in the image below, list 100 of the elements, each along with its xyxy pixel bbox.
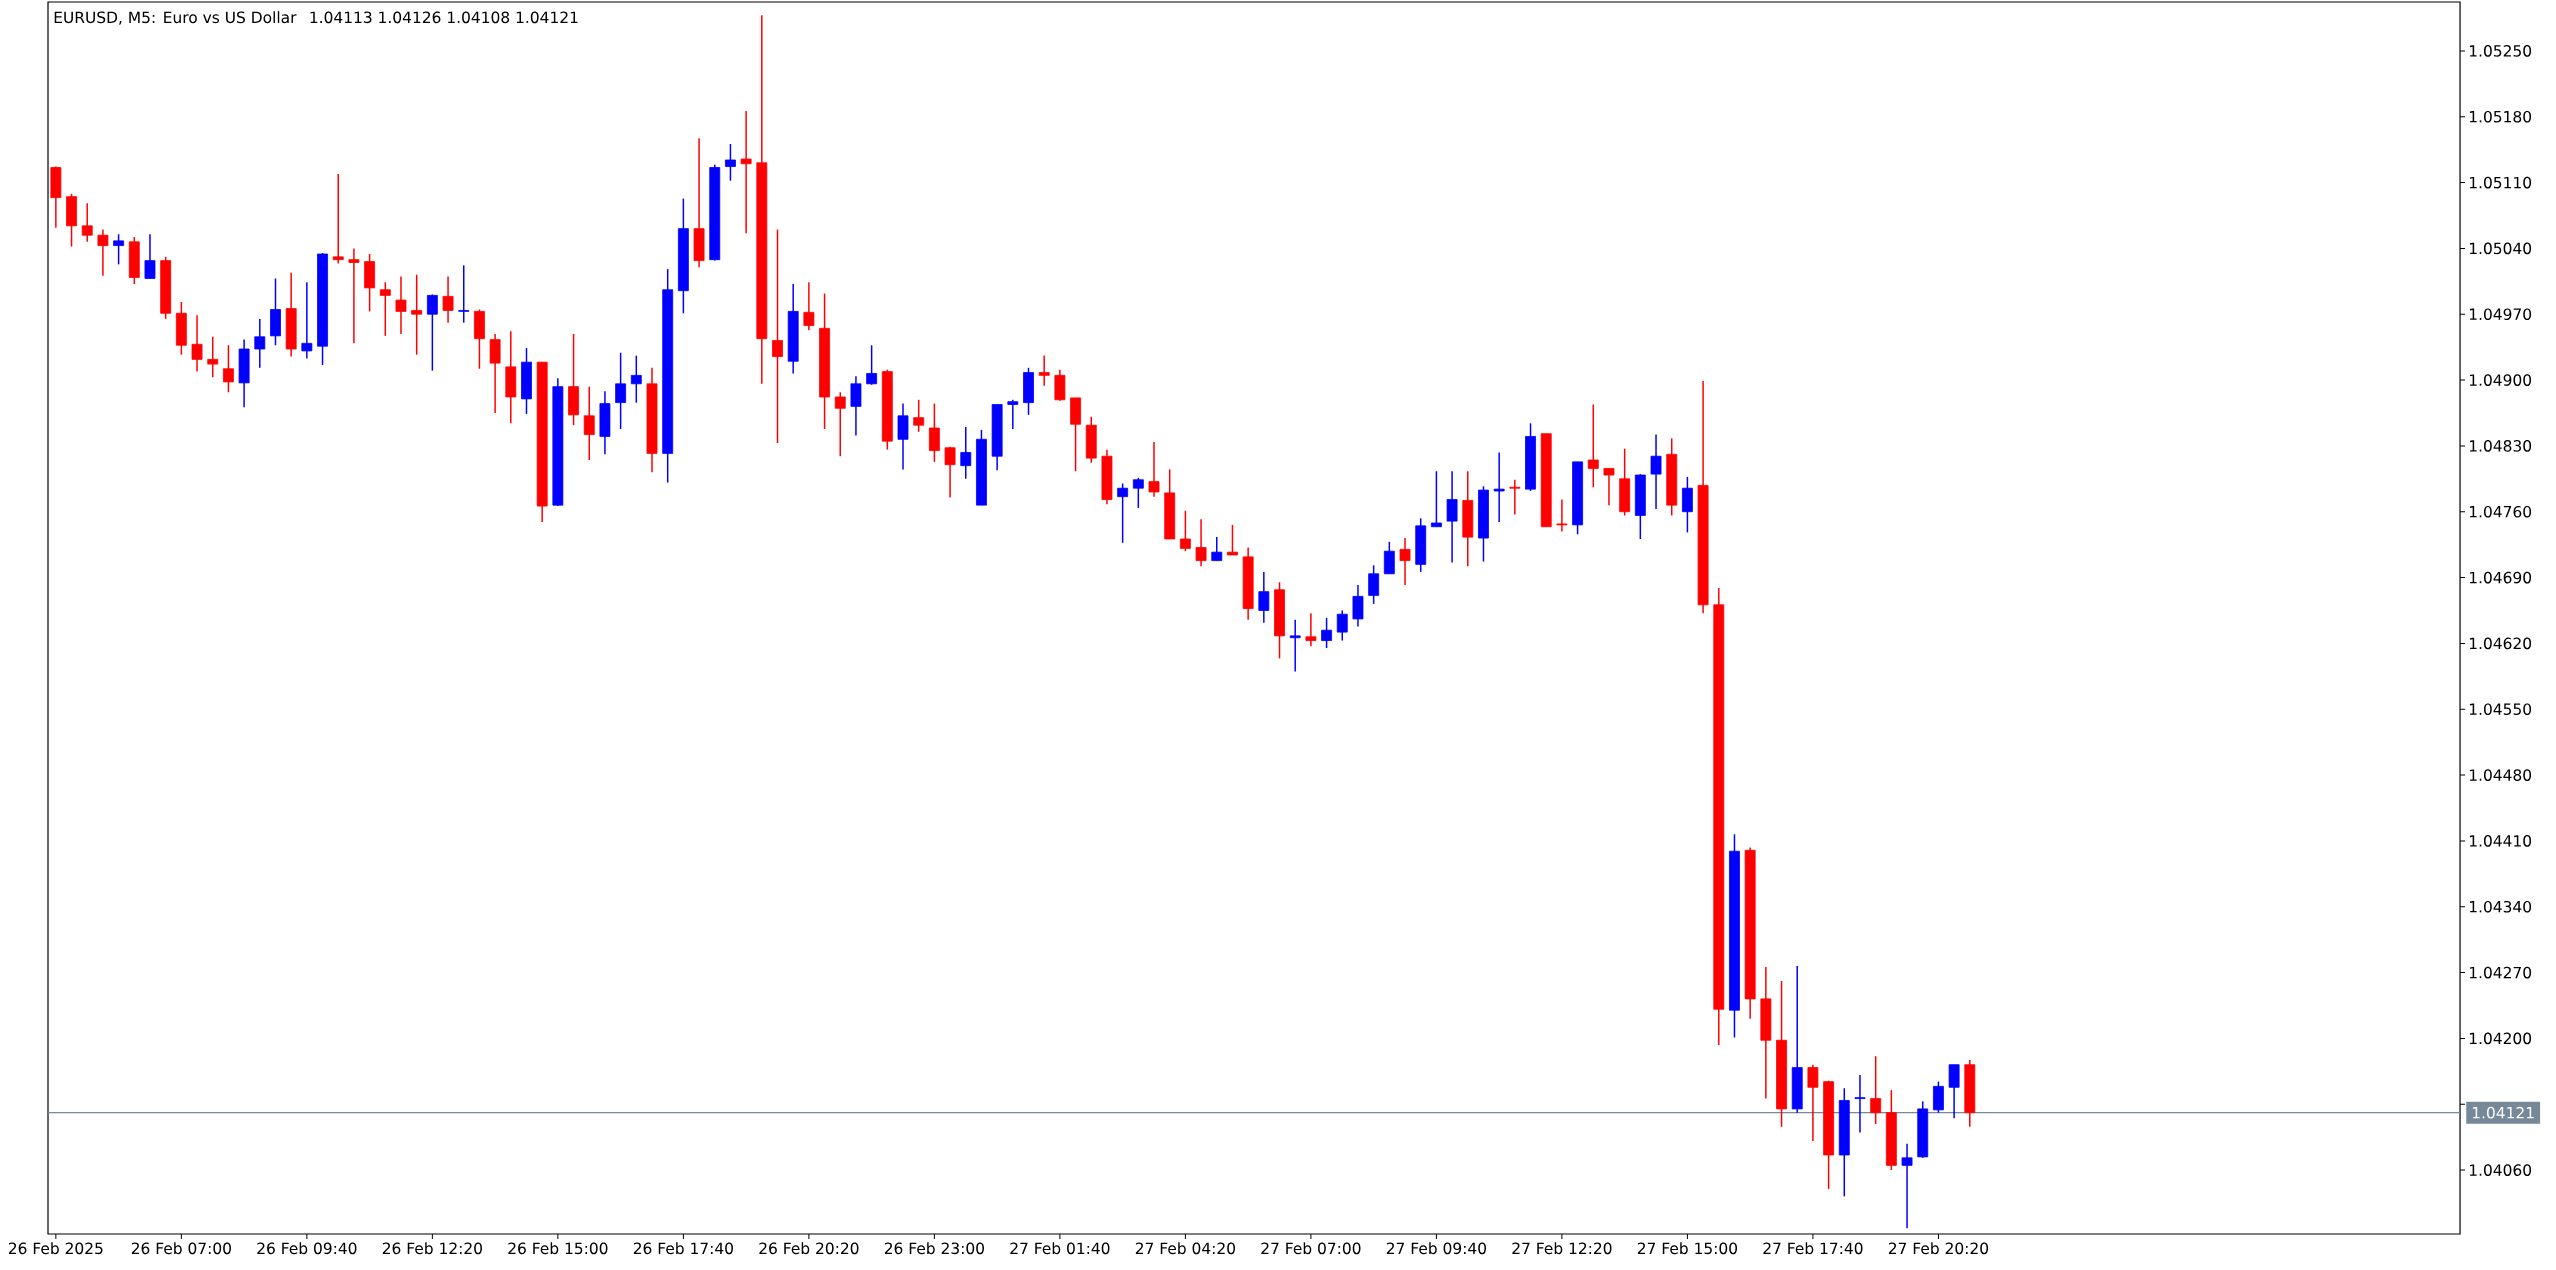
y-tick-label: 1.04900 [2469, 374, 2532, 386]
candlestick [379, 281, 391, 337]
candlestick [442, 275, 454, 324]
candlestick [223, 344, 234, 394]
y-tick-label: 1.05040 [2469, 242, 2532, 255]
x-tick-label: 27 Feb 20:20 [1888, 1242, 1989, 1255]
candlestick [897, 402, 909, 471]
candlestick [1399, 537, 1411, 586]
x-tick-label: 26 Feb 17:40 [633, 1242, 733, 1255]
candlestick [97, 228, 109, 277]
candlestick [1132, 477, 1144, 509]
candlestick [1587, 403, 1599, 489]
candlestick [113, 233, 125, 266]
y-tick-label: 1.04830 [2469, 440, 2532, 452]
candlestick [1038, 354, 1050, 387]
x-tick-label: 26 Feb 2025 [8, 1242, 103, 1255]
candlestick [1681, 476, 1693, 534]
candlestick [740, 110, 752, 235]
y-tick-label: 1.04200 [2469, 1032, 2532, 1045]
candlestick [1807, 1063, 1819, 1142]
candlestick [1556, 498, 1568, 533]
candlestick [1509, 478, 1521, 516]
candlestick [1179, 510, 1191, 552]
x-tick-label: 26 Feb 07:00 [131, 1242, 231, 1255]
candlestick [630, 354, 642, 404]
x-tick-label: 26 Feb 15:00 [508, 1242, 608, 1255]
candlestick [850, 375, 862, 437]
candlestick [725, 143, 736, 182]
y-tick-label: 1.04060 [2469, 1164, 2532, 1176]
candlestick [803, 281, 815, 331]
candlestick [1289, 619, 1301, 673]
candlestick [1493, 451, 1505, 523]
candlestick [1446, 470, 1458, 564]
candlestick [1603, 467, 1615, 506]
candlestick [1336, 609, 1348, 642]
candlestick [332, 173, 344, 265]
candlestick [1368, 564, 1380, 605]
y-tick-label: 1.05110 [2469, 176, 2532, 189]
candlestick [834, 391, 846, 457]
candlestick [426, 293, 438, 372]
candlestick [928, 402, 940, 463]
candlestick [1352, 584, 1364, 628]
x-tick-label: 27 Feb 12:20 [1512, 1242, 1612, 1255]
candlestick [1227, 524, 1238, 556]
x-tick-label: 26 Feb 12:20 [382, 1242, 482, 1255]
candlestick [1195, 518, 1207, 568]
candlestick [489, 333, 501, 414]
y-tick-label: 1.04970 [2469, 308, 2532, 321]
candlestick [583, 385, 595, 461]
y-tick-label: 1.04690 [2469, 571, 2532, 584]
x-tick-label: 27 Feb 09:40 [1386, 1242, 1487, 1255]
x-tick-label: 27 Feb 07:00 [1261, 1242, 1361, 1255]
candlestick [772, 228, 783, 444]
y-tick-label: 1.04270 [2469, 966, 2532, 979]
y-tick-label: 1.04760 [2469, 505, 2532, 518]
candlestick [1305, 612, 1317, 647]
y-tick-label: 1.04550 [2469, 703, 2532, 716]
candlestick [458, 264, 470, 324]
y-tick-label: 1.04410 [2469, 835, 2532, 847]
candlestick [1430, 470, 1442, 528]
candlestick [1854, 1074, 1866, 1134]
candlestick [301, 281, 313, 360]
ref-line-label: 1.04121 [2472, 1106, 2534, 1119]
x-tick-label: 27 Feb 17:40 [1763, 1242, 1863, 1255]
candlestick [1901, 1142, 1913, 1230]
candlestick [254, 318, 266, 369]
y-tick-label: 1.04620 [2469, 637, 2532, 650]
chart-subtitle: 1.04113 1.04126 1.04108 1.04121 [310, 11, 578, 24]
candlestick [81, 202, 93, 243]
candlestick [1148, 441, 1160, 498]
candlestick [1650, 433, 1662, 510]
y-tick-label: 1.05250 [2469, 45, 2532, 57]
x-tick-label: 26 Feb 20:20 [759, 1242, 859, 1255]
candlestick [1933, 1080, 1944, 1114]
candlestick [615, 352, 627, 430]
candlestick [144, 233, 156, 280]
candlestick [960, 426, 972, 480]
candlestick [411, 273, 423, 356]
candlestick [866, 344, 878, 386]
candlestick [1870, 1055, 1882, 1125]
y-tick-label: 1.04480 [2469, 769, 2532, 781]
x-tick-label: 27 Feb 04:20 [1135, 1242, 1235, 1255]
candlestick [348, 247, 360, 345]
candlestick [1211, 536, 1223, 562]
x-tick-label: 26 Feb 23:00 [884, 1242, 984, 1255]
x-tick-label: 26 Feb 09:40 [257, 1242, 357, 1255]
x-tick-label: 27 Feb 15:00 [1637, 1242, 1738, 1255]
y-tick-label: 1.05180 [2469, 110, 2532, 123]
candlestick [191, 314, 203, 373]
candlestick [207, 336, 219, 378]
candlestick [1383, 541, 1395, 575]
text: EURUSD, M5: Euro vs US Dollar [54, 11, 297, 25]
candlestick [1321, 617, 1332, 649]
candlestick [1007, 399, 1019, 430]
candlestick [1258, 571, 1270, 624]
candlestick [395, 275, 407, 335]
x-tick-label: 27 Feb 01:40 [1010, 1242, 1110, 1255]
candlestick [944, 446, 956, 499]
candlestick [913, 399, 925, 433]
candlestick [1948, 1063, 1960, 1120]
